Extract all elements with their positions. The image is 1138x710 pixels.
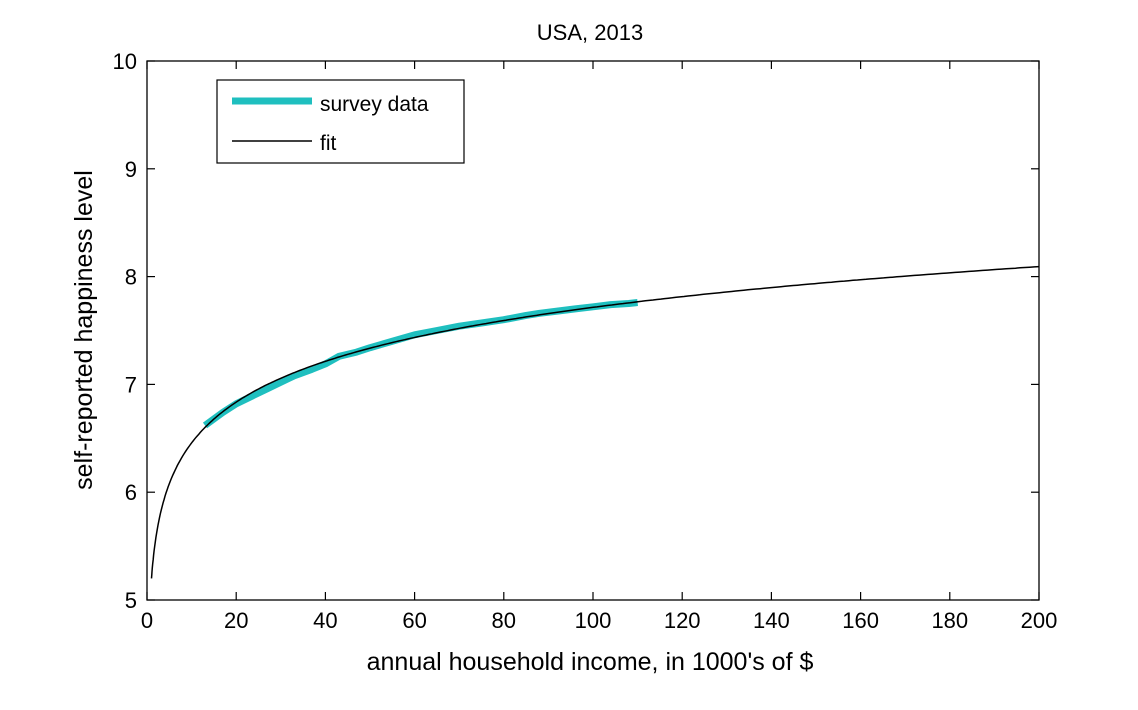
x-tick-label: 200 bbox=[1021, 608, 1058, 633]
x-tick-label: 180 bbox=[931, 608, 968, 633]
x-tick-label: 140 bbox=[753, 608, 790, 633]
y-tick-label: 9 bbox=[125, 157, 137, 182]
chart-title: USA, 2013 bbox=[537, 20, 643, 45]
y-tick-label: 10 bbox=[113, 49, 137, 74]
y-axis-title: self-reported happiness level bbox=[70, 170, 98, 490]
y-tick-label: 8 bbox=[125, 265, 137, 290]
legend: survey data fit bbox=[216, 79, 465, 164]
y-tick-label: 6 bbox=[125, 480, 137, 505]
x-axis-title: annual household income, in 1000's of $ bbox=[367, 648, 814, 676]
x-tick-label: 0 bbox=[141, 608, 153, 633]
series-fit-line bbox=[150, 265, 1040, 579]
x-tick-label: 40 bbox=[313, 608, 337, 633]
legend-label-fit: fit bbox=[320, 132, 337, 155]
y-tick-label: 5 bbox=[125, 588, 137, 613]
plot-area bbox=[150, 265, 1040, 579]
x-tick-label: 100 bbox=[575, 608, 612, 633]
x-tick-label: 60 bbox=[402, 608, 426, 633]
series-survey-data-line bbox=[202, 299, 638, 429]
legend-label-survey-data: survey data bbox=[320, 93, 429, 116]
y-tick-label: 7 bbox=[125, 372, 137, 397]
legend-box bbox=[216, 79, 465, 164]
x-tick-label: 20 bbox=[224, 608, 248, 633]
x-tick-label: 80 bbox=[492, 608, 516, 633]
x-tick-label: 160 bbox=[842, 608, 879, 633]
x-tick-label: 120 bbox=[664, 608, 701, 633]
axis-ticks: 0 20 40 60 80 100 120 140 160 180 200 5 6 7 8 9 10 bbox=[113, 49, 1058, 633]
